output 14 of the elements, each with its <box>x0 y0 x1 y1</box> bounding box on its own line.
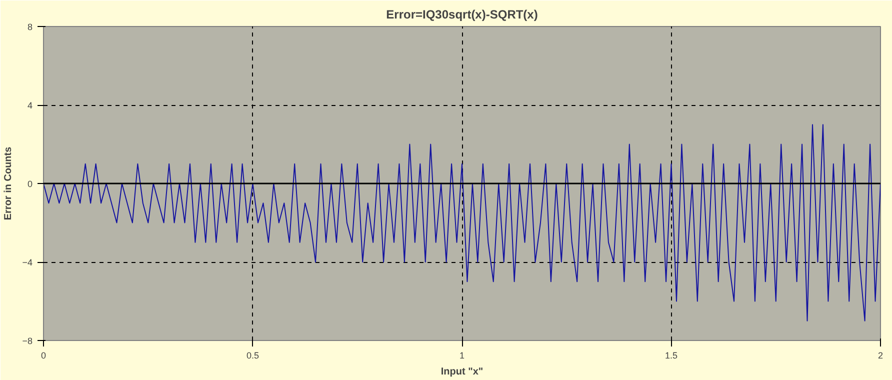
x-tick-label: 0.5 <box>246 350 260 360</box>
x-tick-label: 1 <box>459 350 465 360</box>
chart-title: Error=IQ30sqrt(x)-SQRT(x) <box>386 8 538 22</box>
x-tick-label: 0 <box>40 350 46 360</box>
y-tick-label: 4 <box>27 100 33 110</box>
y-tick-label: 8 <box>27 22 33 32</box>
y-tick-label: 0 <box>27 179 33 189</box>
y-tick-label: −4 <box>22 258 33 268</box>
y-axis-title: Error in Counts <box>3 146 14 220</box>
x-axis-title: Input "x" <box>440 366 484 378</box>
x-tick-label: 2 <box>878 350 884 360</box>
line-series <box>44 124 880 322</box>
x-tick-label: 1.5 <box>664 350 678 360</box>
y-tick-label: −8 <box>22 336 33 346</box>
